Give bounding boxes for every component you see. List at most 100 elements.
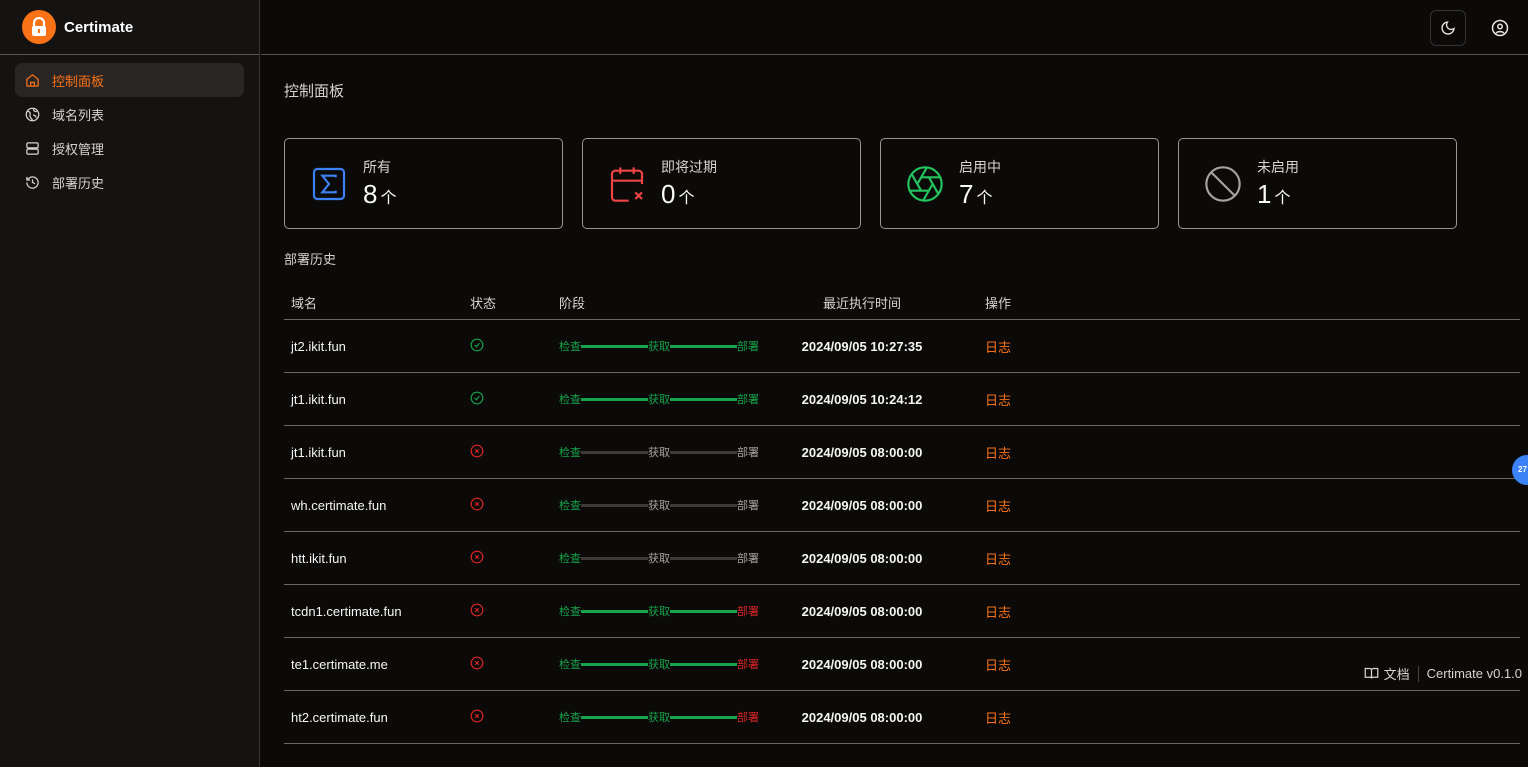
- stage-check: 检查: [559, 659, 581, 671]
- table-header: 域名 状态 阶段 最近执行时间 操作: [284, 285, 1520, 320]
- log-link[interactable]: 日志: [985, 498, 1012, 514]
- stage-deploy: 部署: [737, 606, 759, 618]
- sidebar-item-label: 授权管理: [52, 141, 105, 157]
- stage-check: 检查: [559, 500, 581, 512]
- status-cell: [463, 391, 552, 408]
- docs-link[interactable]: 文档: [1383, 667, 1410, 682]
- sidebar-item-label: 域名列表: [52, 107, 105, 123]
- stage-connector: [581, 344, 648, 348]
- time-cell: 2024/09/05 10:27:35: [801, 338, 923, 354]
- stage-connector: [581, 609, 648, 613]
- server-icon: [26, 141, 39, 155]
- stat-card-0[interactable]: 所有 8 个: [284, 138, 563, 229]
- user-circle-icon: [1491, 19, 1509, 37]
- log-link[interactable]: 日志: [985, 604, 1012, 620]
- status-cell: [463, 656, 552, 673]
- stage-check: 检查: [559, 447, 581, 459]
- lock-icon: [22, 10, 56, 44]
- time-cell: 2024/09/05 10:24:12: [801, 391, 923, 407]
- sidebar-item-2[interactable]: 授权管理: [15, 131, 244, 165]
- stat-card-2[interactable]: 启用中 7 个: [880, 138, 1159, 229]
- log-link[interactable]: 日志: [985, 657, 1012, 673]
- stage-obtain: 获取: [648, 500, 670, 512]
- stat-value: 0: [661, 179, 676, 209]
- app-logo[interactable]: Certimate: [0, 0, 259, 55]
- stage-connector: [670, 556, 737, 560]
- stage-connector: [581, 556, 648, 560]
- stage-connector: [581, 397, 648, 401]
- stage-cell: 检查 获取 部署: [552, 550, 772, 566]
- stage-cell: 检查 获取 部署: [552, 444, 772, 460]
- domain-cell: jt2.ikit.fun: [291, 338, 346, 354]
- log-link[interactable]: 日志: [985, 551, 1012, 567]
- stage-connector: [670, 344, 737, 348]
- table-row: jt1.ikit.fun 检查 获取 部署 2024/09/05 10:24:12 日志: [284, 373, 1520, 426]
- stat-label: 所有: [363, 159, 391, 175]
- x-circle-icon: [470, 656, 484, 669]
- stage-check: 检查: [559, 341, 581, 353]
- stage-connector: [581, 662, 648, 666]
- stage-deploy: 部署: [737, 394, 759, 406]
- time-cell: 2024/09/05 08:00:00: [801, 444, 923, 460]
- domain-cell: te1.certimate.me: [291, 656, 388, 672]
- status-cell: [463, 550, 552, 567]
- table-row: te1.certimate.me 检查 获取 部署 2024/09/05 08:00:0…: [284, 638, 1520, 691]
- status-cell: [463, 497, 552, 514]
- x-circle-icon: [470, 550, 484, 563]
- domain-cell: tcdn1.certimate.fun: [291, 603, 402, 619]
- page-title: 控制面板: [284, 83, 345, 100]
- stage-connector: [670, 609, 737, 613]
- col-status: 状态: [470, 295, 497, 311]
- col-time: 最近执行时间: [822, 295, 901, 311]
- stage-cell: 检查 获取 部署: [552, 338, 772, 354]
- stage-obtain: 获取: [648, 341, 670, 353]
- stage-check: 检查: [559, 394, 581, 406]
- book-icon: [1364, 667, 1378, 679]
- table-row: htt.ikit.fun 检查 获取 部署 2024/09/05 08:00:00 日志: [284, 532, 1520, 585]
- stat-card-1[interactable]: 即将过期 0 个: [582, 138, 861, 229]
- col-action: 操作: [985, 295, 1012, 311]
- table-row: ht2.certimate.fun 检查 获取 部署 2024/09/05 08:00:…: [284, 691, 1520, 744]
- stage-obtain: 获取: [648, 394, 670, 406]
- check-circle-icon: [470, 391, 484, 404]
- log-link[interactable]: 日志: [985, 392, 1012, 408]
- log-link[interactable]: 日志: [985, 339, 1012, 355]
- time-cell: 2024/09/05 08:00:00: [801, 550, 923, 566]
- aperture-icon: [907, 165, 943, 202]
- moon-icon: [1441, 21, 1455, 35]
- sidebar-item-0[interactable]: 控制面板: [15, 63, 244, 97]
- status-cell: [463, 444, 552, 461]
- stat-unit: 个: [1274, 190, 1291, 207]
- stage-connector: [670, 662, 737, 666]
- theme-toggle-button[interactable]: [1430, 10, 1466, 46]
- history-icon: [26, 175, 39, 189]
- stat-value: 8: [363, 179, 378, 209]
- stage-obtain: 获取: [648, 553, 670, 565]
- stage-deploy: 部署: [737, 341, 759, 353]
- floating-badge[interactable]: 27: [1512, 455, 1528, 485]
- app-name: Certimate: [64, 18, 134, 36]
- log-link[interactable]: 日志: [985, 710, 1012, 726]
- table-row: jt2.ikit.fun 检查 获取 部署 2024/09/05 10:27:35 日志: [284, 320, 1520, 373]
- user-menu-button[interactable]: [1482, 10, 1518, 46]
- x-circle-icon: [470, 709, 484, 722]
- stage-check: 检查: [559, 553, 581, 565]
- table-row: tcdn1.certimate.fun 检查 获取 部署 2024/09/05 08:0…: [284, 585, 1520, 638]
- version-link[interactable]: Certimate v0.1.0: [1426, 666, 1522, 681]
- stat-card-3[interactable]: 未启用 1 个: [1178, 138, 1457, 229]
- stage-connector: [670, 397, 737, 401]
- stage-cell: 检查 获取 部署: [552, 391, 772, 407]
- stat-label: 启用中: [959, 159, 1001, 175]
- stage-connector: [581, 503, 648, 507]
- domain-cell: wh.certimate.fun: [291, 497, 387, 513]
- stat-unit: 个: [380, 190, 397, 207]
- calendar-x-icon: [610, 166, 644, 202]
- sidebar-item-1[interactable]: 域名列表: [15, 97, 244, 131]
- x-circle-icon: [470, 497, 484, 510]
- history-table: 域名 状态 阶段 最近执行时间 操作 jt2.ikit.fun 检查 获取 部署 202…: [284, 285, 1520, 744]
- log-link[interactable]: 日志: [985, 445, 1012, 461]
- x-circle-icon: [470, 444, 484, 457]
- stat-label: 即将过期: [661, 159, 717, 175]
- stat-value: 1: [1257, 179, 1272, 209]
- sidebar-item-3[interactable]: 部署历史: [15, 165, 244, 199]
